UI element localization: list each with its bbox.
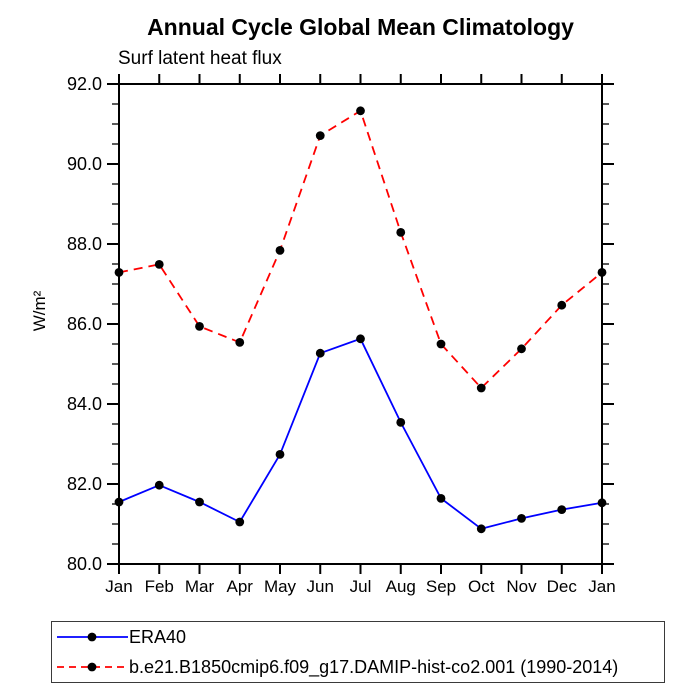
x-tick-label: Dec (547, 577, 578, 596)
series-marker-1 (396, 228, 406, 237)
series-marker-0 (517, 514, 526, 523)
legend-label-era40: ERA40 (129, 626, 187, 647)
x-tick-label: Jun (307, 577, 334, 596)
series-marker-0 (597, 498, 607, 508)
series-marker-0 (356, 334, 365, 344)
series-marker-0 (275, 450, 285, 459)
series-marker-1 (235, 338, 245, 347)
series-marker-0 (315, 348, 325, 358)
x-tick-label: Aug (386, 577, 416, 596)
series-marker-1 (275, 246, 285, 255)
y-tick-label: 86.0 (67, 314, 102, 334)
y-tick-label: 88.0 (67, 234, 102, 254)
series-marker-1 (517, 344, 526, 354)
series-marker-0 (154, 480, 164, 490)
legend-item-era40: ERA40 (57, 624, 664, 650)
x-tick-label: Feb (145, 577, 174, 596)
series-marker-1 (195, 322, 204, 331)
series-marker-0 (557, 505, 567, 514)
x-tick-label: Nov (506, 577, 537, 596)
series-marker-1 (476, 383, 486, 393)
x-tick-label: Oct (468, 577, 495, 596)
legend: ERA40 b.e21.B1850cmip6.f09_g17.DAMIP-his… (51, 621, 665, 683)
y-tick-label: 82.0 (67, 474, 102, 494)
x-tick-label: Jan (105, 577, 132, 596)
chart-title: Annual Cycle Global Mean Climatology (147, 14, 574, 40)
era40-line-sample-icon (57, 632, 128, 642)
x-tick-label: Jan (588, 577, 615, 596)
y-tick-label: 84.0 (67, 394, 102, 414)
legend-sample-marker (87, 632, 97, 642)
series-line-1 (118, 109, 603, 390)
series-marker-1 (557, 300, 567, 310)
series-marker-0 (114, 497, 124, 507)
series-marker-1 (436, 339, 446, 349)
series-marker-0 (195, 497, 204, 507)
series-line-0 (118, 337, 603, 530)
legend-item-model: b.e21.B1850cmip6.f09_g17.DAMIP-hist-co2.… (57, 654, 664, 680)
series-marker-0 (476, 524, 486, 534)
chart-subtitle: Surf latent heat flux (118, 48, 282, 69)
legend-sample-marker (87, 662, 97, 672)
y-tick-label: 90.0 (67, 154, 102, 174)
axis-frame (118, 83, 603, 565)
y-tick-label: 80.0 (67, 554, 102, 574)
x-tick-label: Mar (185, 577, 215, 596)
series-marker-1 (114, 268, 124, 277)
x-tick-label: Jul (350, 577, 372, 596)
series-marker-0 (396, 418, 406, 427)
series-marker-1 (154, 260, 164, 269)
x-tick-label: May (264, 577, 297, 596)
x-tick-label: Sep (426, 577, 456, 596)
model-line-sample-icon (57, 662, 128, 672)
series-marker-0 (235, 517, 245, 527)
legend-label-model: b.e21.B1850cmip6.f09_g17.DAMIP-hist-co2.… (129, 656, 619, 677)
series-marker-1 (597, 268, 607, 277)
y-tick-label: 92.0 (67, 74, 102, 94)
x-tick-label: Apr (227, 577, 254, 596)
series-marker-1 (315, 131, 325, 141)
series-marker-0 (436, 494, 446, 503)
series-marker-1 (356, 106, 365, 116)
